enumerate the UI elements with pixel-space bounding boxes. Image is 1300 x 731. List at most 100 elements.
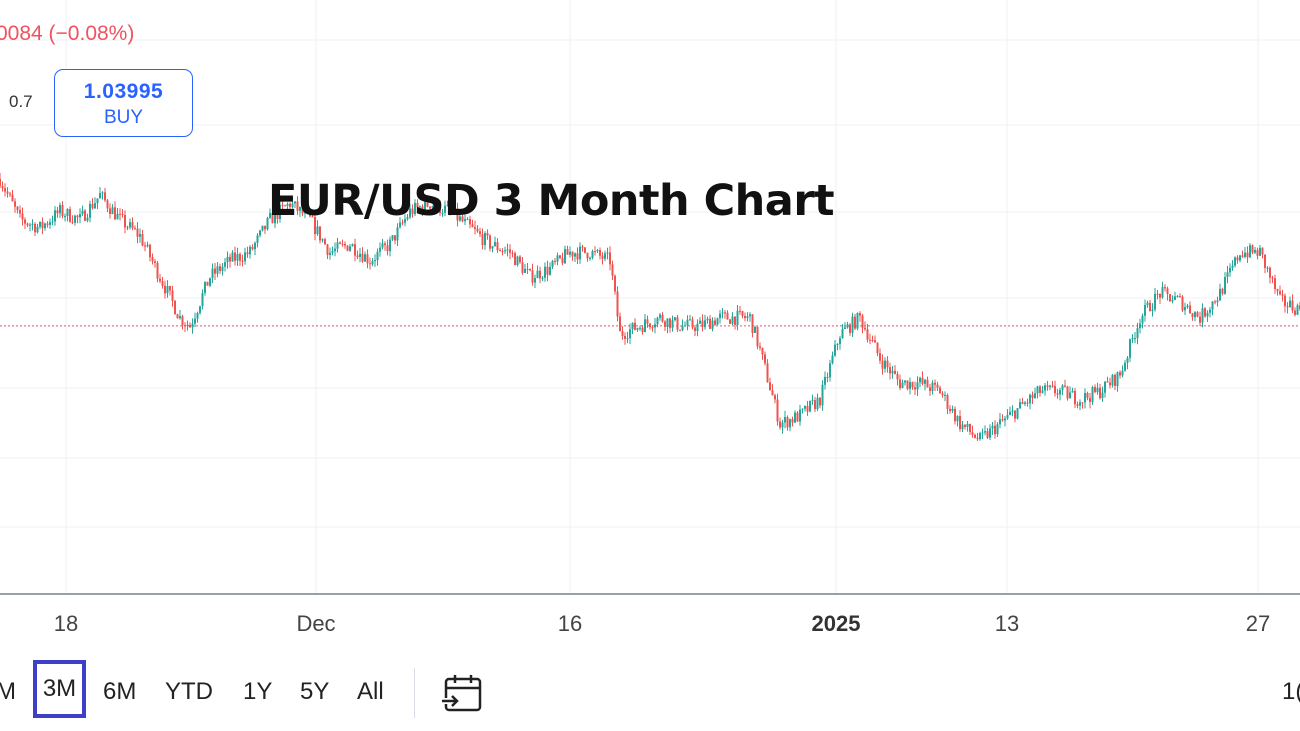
candle-up xyxy=(166,286,169,294)
candle-up xyxy=(1296,305,1299,315)
candle-down xyxy=(1291,300,1294,311)
candle-down xyxy=(284,205,286,207)
candle-up xyxy=(841,328,844,339)
candle-up xyxy=(1024,402,1026,405)
candle-up xyxy=(349,246,351,251)
candle-up xyxy=(944,394,946,396)
candle-down xyxy=(724,312,726,314)
candle-up xyxy=(591,251,594,258)
candle-up xyxy=(811,400,814,402)
candle-up xyxy=(179,316,181,319)
candle-down xyxy=(1089,397,1091,402)
candle-up xyxy=(824,376,826,385)
candle-down xyxy=(1189,305,1191,314)
candle-up xyxy=(1124,362,1126,371)
candle-down xyxy=(751,314,754,333)
range-button-1m[interactable]: M xyxy=(0,678,16,705)
candle-down xyxy=(1181,296,1184,311)
candle-down xyxy=(141,234,144,246)
candle-up xyxy=(491,246,494,249)
candle-down xyxy=(969,423,971,433)
candle-down xyxy=(4,188,6,192)
candle-up xyxy=(541,277,544,279)
calendar-goto-icon[interactable] xyxy=(441,672,485,714)
buy-button[interactable]: 1.03995 BUY xyxy=(54,69,193,137)
candle-down xyxy=(1199,316,1201,323)
range-button-all[interactable]: All xyxy=(357,678,384,705)
candle-down xyxy=(251,246,254,250)
candle-down xyxy=(861,315,864,328)
candle-up xyxy=(1126,357,1129,363)
candle-up xyxy=(731,316,734,324)
candle-down xyxy=(1294,310,1296,315)
candle-down xyxy=(479,231,481,235)
candle-up xyxy=(1096,387,1099,393)
candle-up xyxy=(371,261,374,265)
candle-down xyxy=(501,250,504,252)
candle-up xyxy=(1174,296,1176,300)
candle-up xyxy=(29,224,31,226)
range-button-1y[interactable]: 1Y xyxy=(243,678,273,705)
candle-down xyxy=(449,205,451,210)
range-overflow-label: 1( xyxy=(1282,678,1300,705)
candle-down xyxy=(514,253,516,266)
candle-up xyxy=(951,408,954,411)
candle-down xyxy=(271,213,274,224)
candle-down xyxy=(694,327,696,331)
candle-down xyxy=(159,278,161,282)
candle-down xyxy=(134,228,136,230)
candle-up xyxy=(704,320,706,328)
candle-up xyxy=(711,320,714,329)
range-button-6m[interactable]: 6M xyxy=(103,678,137,705)
candle-up xyxy=(286,203,289,206)
candle-up xyxy=(1034,393,1036,398)
candle-up xyxy=(49,222,51,225)
candle-down xyxy=(894,370,896,374)
candle-up xyxy=(1229,267,1231,273)
candle-down xyxy=(311,216,314,218)
candle-up xyxy=(261,225,264,231)
candle-down xyxy=(1014,410,1016,419)
candle-up xyxy=(631,322,634,330)
candle-up xyxy=(966,423,969,427)
candle-down xyxy=(871,339,874,341)
candle-up xyxy=(194,318,196,324)
chart-title: EUR/USD 3 Month Chart xyxy=(268,176,835,226)
candle-up xyxy=(644,319,646,332)
candle-up xyxy=(556,255,559,262)
candle-down xyxy=(869,339,871,341)
candle-up xyxy=(44,223,46,229)
candle-down xyxy=(476,228,479,232)
candle-down xyxy=(69,209,71,222)
range-button-ytd[interactable]: YTD xyxy=(165,678,213,705)
range-button-5y[interactable]: 5Y xyxy=(300,678,330,705)
candle-down xyxy=(986,431,989,438)
range-button-3m[interactable]: 3M xyxy=(33,660,86,718)
price-chart[interactable] xyxy=(0,0,1300,660)
candle-down xyxy=(1099,387,1101,399)
candle-down xyxy=(1156,293,1159,295)
candle-down xyxy=(774,395,776,400)
candle-up xyxy=(916,382,919,390)
candle-down xyxy=(889,367,891,374)
candle-down xyxy=(0,178,1,187)
candle-up xyxy=(226,256,229,263)
candle-down xyxy=(531,270,534,283)
candle-up xyxy=(1184,307,1186,311)
candle-down xyxy=(599,250,601,256)
candle-up xyxy=(551,260,554,267)
candle-up xyxy=(996,424,999,435)
candle-up xyxy=(274,210,276,224)
candle-up xyxy=(844,327,846,329)
candle-down xyxy=(1236,257,1239,261)
candle-down xyxy=(499,250,501,252)
candle-up xyxy=(984,431,986,433)
candle-up xyxy=(266,217,269,230)
candle-up xyxy=(564,249,566,264)
candle-down xyxy=(976,437,979,440)
candle-up xyxy=(374,260,376,262)
candle-up xyxy=(249,246,251,255)
candle-down xyxy=(161,281,164,286)
candle-down xyxy=(609,252,611,265)
candle-down xyxy=(1196,312,1199,317)
